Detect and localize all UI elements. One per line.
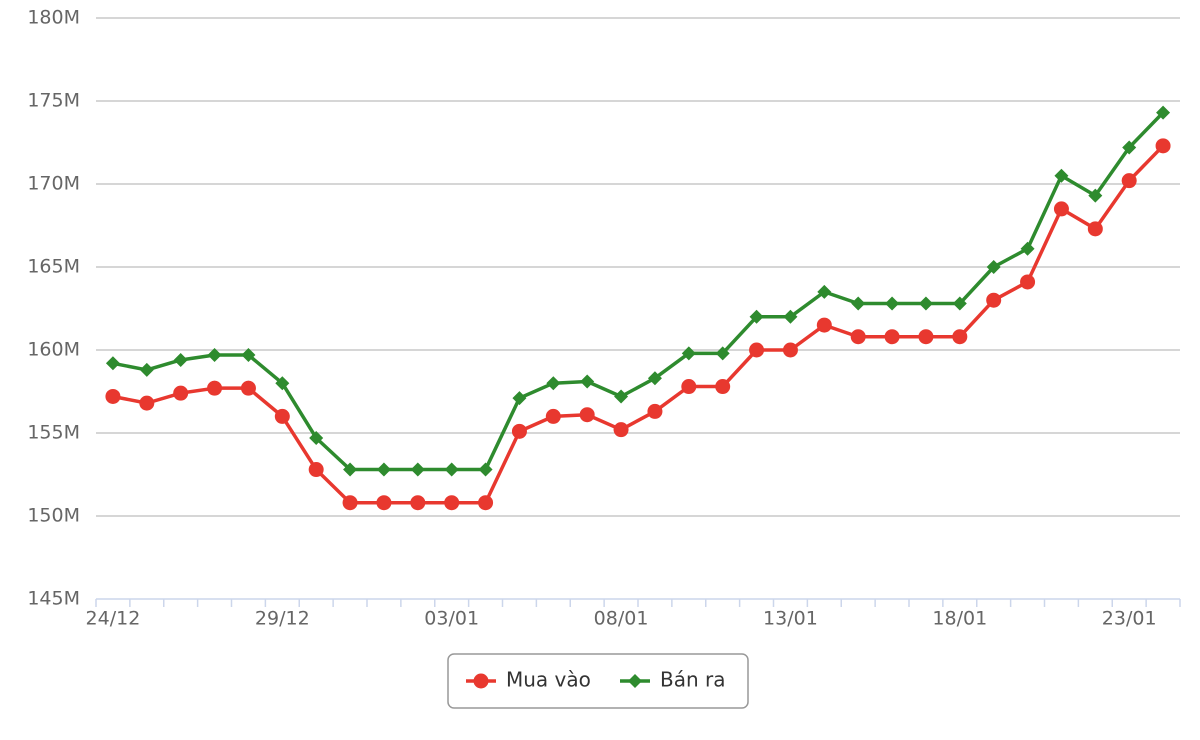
point xyxy=(986,292,1002,308)
point xyxy=(715,379,731,395)
point xyxy=(1121,173,1137,189)
point xyxy=(1155,138,1171,154)
point xyxy=(681,346,696,361)
point xyxy=(512,391,527,406)
point xyxy=(546,376,561,391)
point xyxy=(783,309,798,324)
point xyxy=(105,356,120,371)
point xyxy=(173,352,188,367)
point xyxy=(681,379,697,395)
point xyxy=(850,329,866,345)
point xyxy=(1088,188,1103,203)
point xyxy=(1020,274,1036,290)
point xyxy=(952,296,967,311)
point xyxy=(614,389,629,404)
legend-box xyxy=(447,653,749,709)
y-tick-label: 155M xyxy=(27,422,80,444)
point xyxy=(376,495,392,511)
x-tick-label: 03/01 xyxy=(424,608,479,630)
y-tick-label: 170M xyxy=(27,173,80,195)
point xyxy=(444,462,459,477)
point xyxy=(1020,241,1035,256)
point xyxy=(240,380,256,396)
x-tick-label: 18/01 xyxy=(932,608,987,630)
point xyxy=(851,296,866,311)
x-tick-label: 24/12 xyxy=(86,608,141,630)
point xyxy=(613,422,629,438)
point xyxy=(647,371,662,386)
series-line xyxy=(112,111,1165,472)
y-tick-label: 180M xyxy=(27,7,80,29)
point xyxy=(952,329,968,345)
point xyxy=(918,329,934,345)
point xyxy=(817,284,832,299)
point xyxy=(343,462,358,477)
point xyxy=(647,403,663,419)
point xyxy=(376,462,391,477)
point xyxy=(410,462,425,477)
point xyxy=(715,346,730,361)
point xyxy=(309,430,324,445)
point xyxy=(139,395,155,411)
point xyxy=(1122,140,1137,155)
point xyxy=(207,380,223,396)
point xyxy=(816,317,832,333)
y-tick-label: 165M xyxy=(27,256,80,278)
point xyxy=(1156,105,1171,120)
point xyxy=(308,462,324,478)
point xyxy=(173,385,189,401)
point xyxy=(275,376,290,391)
legend-label: Mua vào xyxy=(506,668,591,692)
point xyxy=(884,329,900,345)
point xyxy=(105,388,121,404)
point xyxy=(207,347,222,362)
point xyxy=(885,296,900,311)
point xyxy=(579,407,595,423)
x-tick-label: 13/01 xyxy=(763,608,818,630)
point xyxy=(1087,221,1103,237)
y-tick-label: 160M xyxy=(27,339,80,361)
point xyxy=(545,408,561,424)
point xyxy=(1054,168,1069,183)
legend-marker xyxy=(473,673,489,689)
point xyxy=(580,374,595,389)
point xyxy=(444,495,460,511)
point xyxy=(511,423,527,439)
point xyxy=(986,260,1001,274)
legend-marker xyxy=(628,674,642,688)
x-tick-label: 08/01 xyxy=(594,608,649,630)
point xyxy=(274,408,290,424)
point xyxy=(478,495,494,511)
point xyxy=(342,495,358,511)
series-line xyxy=(112,144,1165,505)
y-tick-label: 145M xyxy=(27,588,80,610)
point xyxy=(241,347,256,362)
point xyxy=(749,342,765,358)
point xyxy=(1053,201,1069,217)
point xyxy=(749,309,764,324)
x-tick-label: 23/01 xyxy=(1102,608,1157,630)
legend-label: Bán ra xyxy=(660,668,726,692)
point xyxy=(478,462,493,477)
y-tick-label: 150M xyxy=(27,505,80,527)
point xyxy=(782,342,798,358)
point xyxy=(139,362,154,377)
x-tick-label: 29/12 xyxy=(255,608,310,630)
point xyxy=(918,296,933,311)
y-tick-label: 175M xyxy=(27,90,80,112)
point xyxy=(410,495,426,511)
